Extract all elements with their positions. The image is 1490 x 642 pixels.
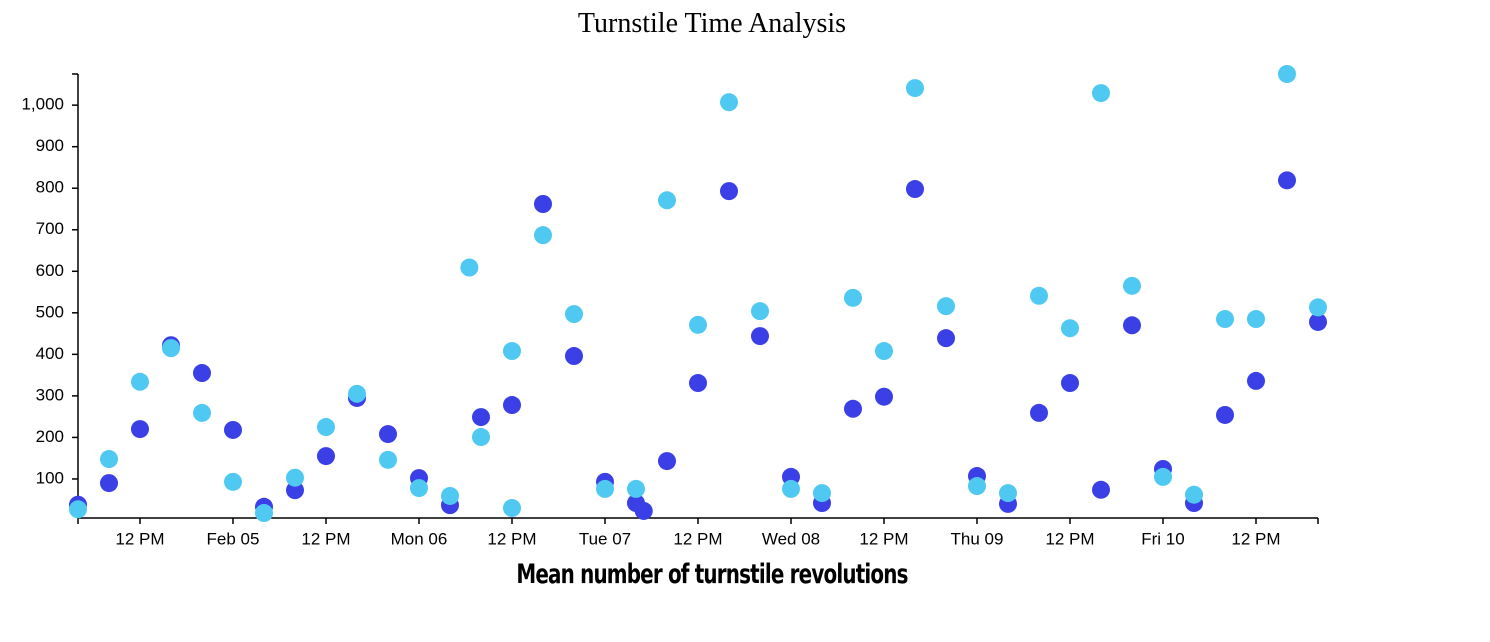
data-point bbox=[782, 479, 800, 498]
data-point bbox=[224, 472, 242, 491]
data-point bbox=[844, 399, 862, 418]
data-point bbox=[100, 450, 118, 469]
data-point bbox=[286, 468, 304, 487]
data-point bbox=[503, 499, 521, 518]
data-point bbox=[1061, 319, 1079, 338]
data-point bbox=[720, 93, 738, 112]
data-point bbox=[565, 347, 583, 366]
data-point bbox=[193, 364, 211, 383]
data-point bbox=[1247, 310, 1265, 329]
data-point bbox=[565, 305, 583, 324]
data-point bbox=[1247, 371, 1265, 390]
data-point bbox=[503, 342, 521, 361]
data-point bbox=[968, 477, 986, 496]
data-point bbox=[999, 484, 1017, 503]
data-point bbox=[410, 479, 428, 498]
data-point bbox=[1216, 310, 1234, 329]
data-point bbox=[937, 297, 955, 316]
data-point bbox=[460, 258, 479, 277]
data-point bbox=[224, 420, 242, 439]
data-point bbox=[906, 180, 924, 199]
y-tick-label: 300 bbox=[36, 385, 64, 404]
data-point bbox=[1185, 485, 1203, 504]
data-point bbox=[317, 447, 335, 466]
data-point bbox=[255, 504, 273, 523]
x-tick-label: 12 PM bbox=[673, 529, 722, 548]
data-point bbox=[813, 484, 831, 503]
data-point bbox=[503, 396, 521, 415]
x-tick-label: 12 PM bbox=[115, 529, 164, 548]
x-tick-label: 12 PM bbox=[1231, 529, 1280, 548]
x-tick-label: 12 PM bbox=[859, 529, 908, 548]
data-point bbox=[1030, 403, 1048, 422]
x-tick-label: Thu 09 bbox=[951, 529, 1004, 548]
data-point bbox=[348, 384, 366, 403]
data-point bbox=[751, 327, 769, 346]
data-point bbox=[131, 372, 149, 391]
data-point bbox=[69, 500, 87, 519]
data-point bbox=[658, 452, 676, 471]
y-tick-label: 600 bbox=[36, 261, 64, 280]
data-point bbox=[100, 474, 118, 493]
x-tick-label: Feb 05 bbox=[207, 529, 260, 548]
data-point bbox=[875, 342, 893, 361]
chart-title: Turnstile Time Analysis bbox=[578, 8, 846, 39]
data-point bbox=[131, 420, 149, 439]
x-tick-label: Mon 06 bbox=[391, 529, 448, 548]
data-point bbox=[1123, 276, 1141, 295]
data-point bbox=[472, 428, 490, 447]
data-point bbox=[1030, 286, 1048, 305]
data-point bbox=[1216, 405, 1234, 424]
data-point bbox=[317, 418, 335, 437]
data-point bbox=[1123, 316, 1141, 335]
y-tick-label: 700 bbox=[36, 219, 64, 238]
data-point bbox=[379, 450, 397, 469]
data-point bbox=[875, 387, 893, 406]
data-point bbox=[1309, 312, 1327, 331]
data-point bbox=[162, 339, 180, 358]
data-point bbox=[906, 79, 924, 98]
x-axis-label: Mean number of turnstile revolutions bbox=[516, 558, 908, 590]
data-point bbox=[1278, 171, 1296, 190]
x-tick-label: 12 PM bbox=[301, 529, 350, 548]
y-tick-label: 1,000 bbox=[21, 95, 64, 114]
data-point bbox=[658, 191, 676, 210]
data-point bbox=[1278, 65, 1296, 83]
data-point bbox=[720, 182, 738, 201]
data-point bbox=[441, 486, 459, 505]
data-point bbox=[286, 481, 304, 500]
y-tick-label: 100 bbox=[36, 468, 64, 487]
data-point bbox=[689, 315, 707, 334]
data-point bbox=[596, 479, 614, 498]
data-point bbox=[1154, 467, 1172, 486]
data-point bbox=[1092, 480, 1110, 499]
data-point bbox=[379, 425, 397, 444]
data-point bbox=[1061, 374, 1079, 393]
data-point bbox=[844, 288, 862, 307]
data-point bbox=[193, 403, 211, 422]
data-point bbox=[534, 226, 552, 245]
y-tick-label: 500 bbox=[36, 302, 64, 321]
data-point bbox=[751, 302, 769, 321]
x-tick-label: Tue 07 bbox=[579, 529, 631, 548]
data-point bbox=[534, 195, 552, 214]
data-point bbox=[472, 408, 490, 427]
y-tick-label: 800 bbox=[36, 178, 64, 197]
data-point bbox=[634, 501, 653, 520]
data-point bbox=[689, 374, 707, 393]
x-tick-label: Fri 10 bbox=[1141, 529, 1184, 548]
data-point bbox=[627, 479, 645, 498]
y-tick-label: 400 bbox=[36, 344, 64, 363]
data-point bbox=[1092, 84, 1110, 103]
y-tick-label: 200 bbox=[36, 427, 64, 446]
x-tick-label: Wed 08 bbox=[762, 529, 820, 548]
x-tick-label: 12 PM bbox=[487, 529, 536, 548]
x-tick-label: 12 PM bbox=[1045, 529, 1094, 548]
y-tick-label: 900 bbox=[36, 136, 64, 155]
data-point bbox=[1309, 298, 1327, 317]
data-point bbox=[937, 329, 955, 348]
